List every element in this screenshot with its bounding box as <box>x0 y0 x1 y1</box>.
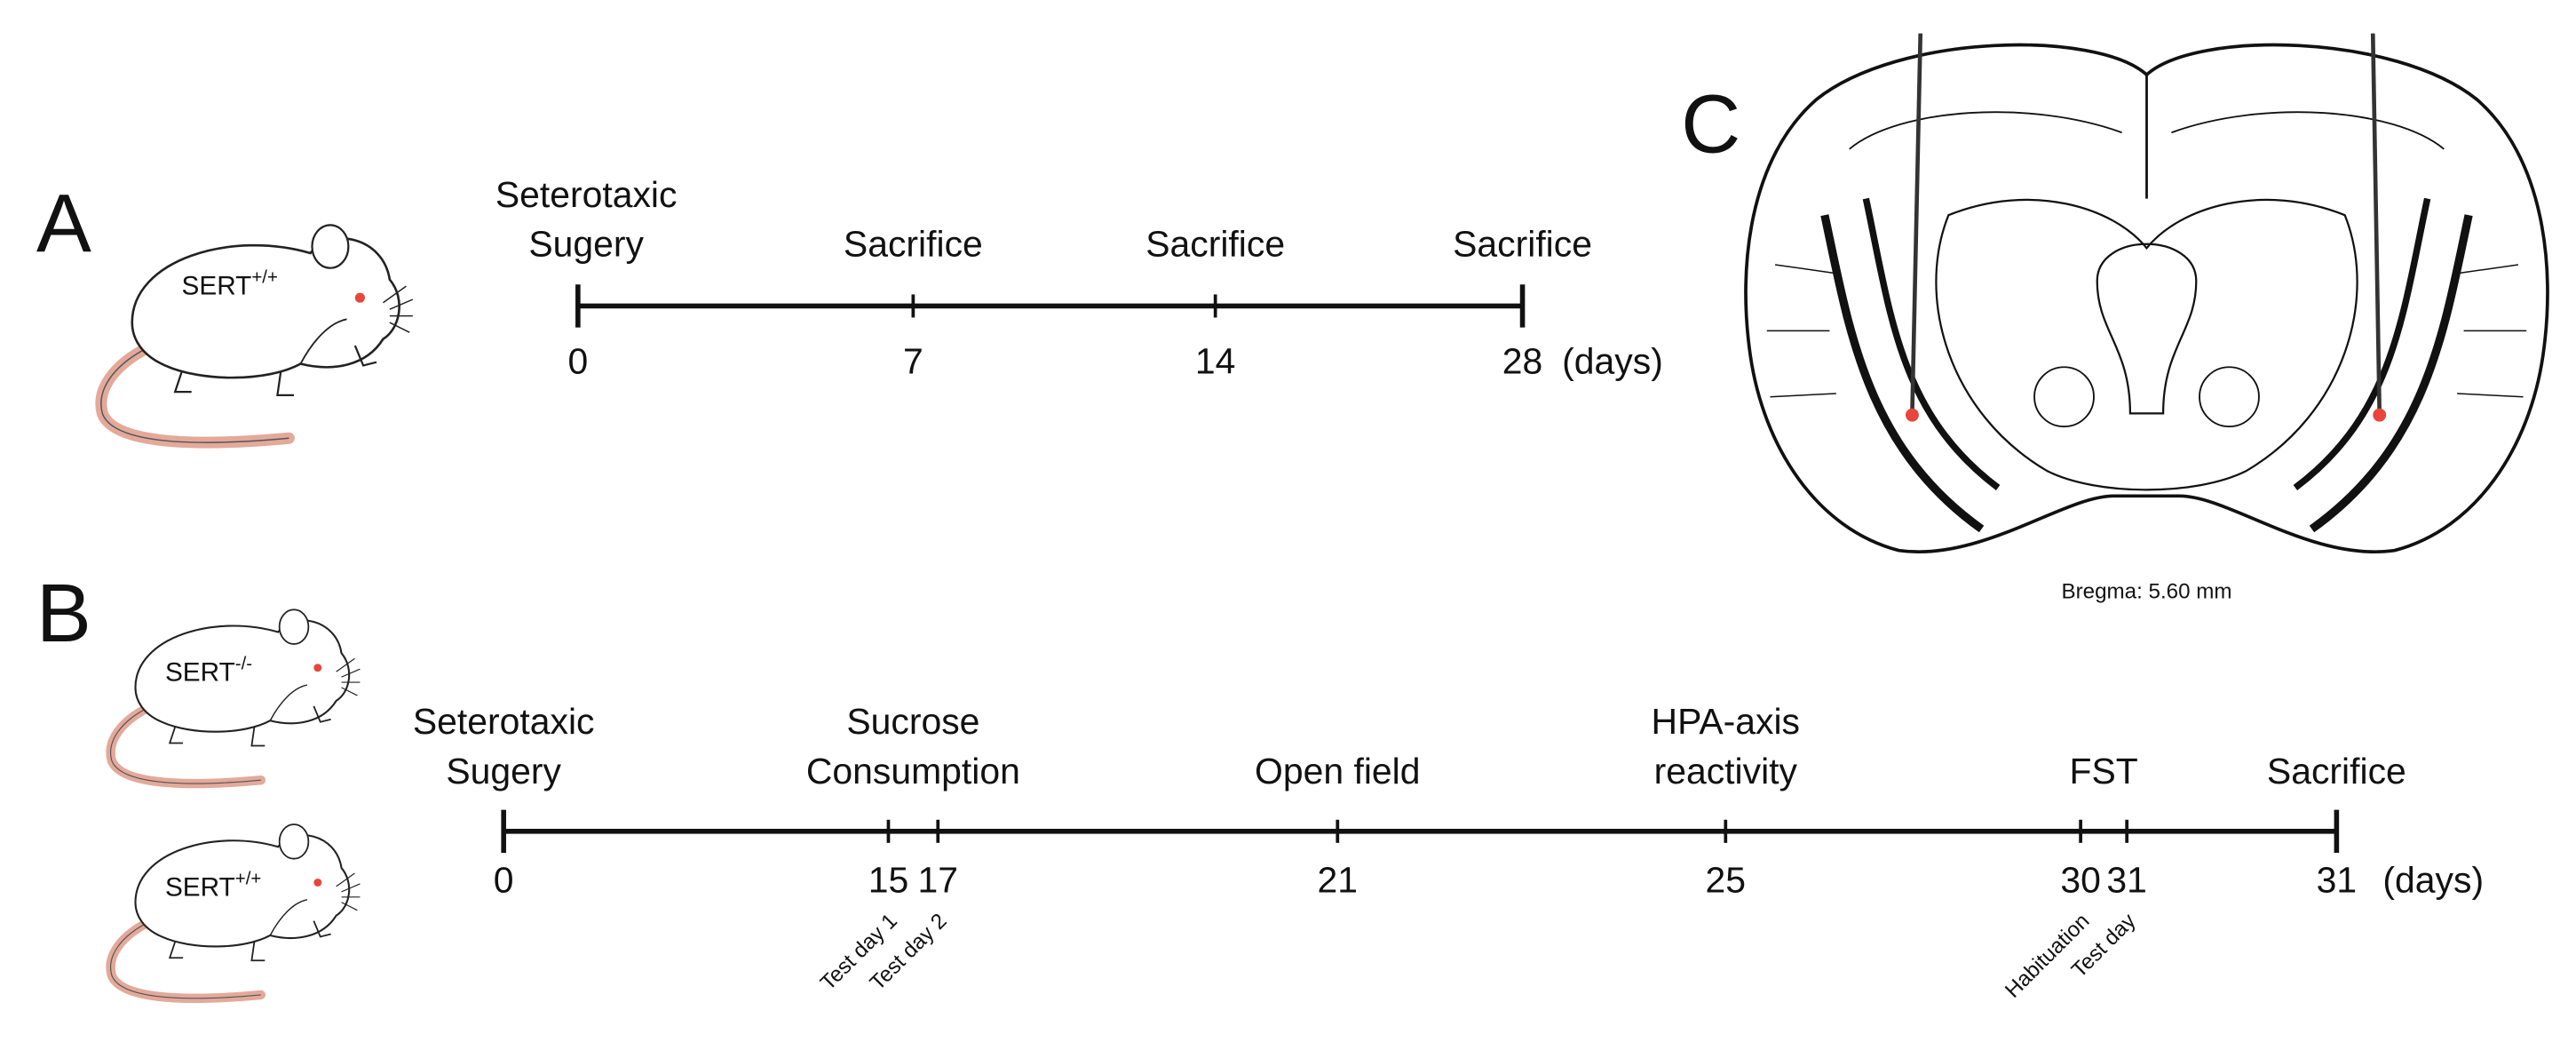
cortex-layer <box>1849 111 2445 150</box>
panel-label: B <box>36 567 91 659</box>
electrode <box>1910 33 1923 414</box>
day-number: 0 <box>494 860 514 901</box>
day-number: 0 <box>567 341 588 382</box>
brain-outline <box>1744 43 2549 553</box>
subject-name: SERT <box>165 872 235 902</box>
day-number: 31 <box>2317 860 2358 901</box>
genotype-label: SERT+/+ <box>165 868 261 902</box>
day-number: 7 <box>903 341 923 382</box>
subject-genotype: +/+ <box>251 266 278 287</box>
rat <box>111 824 361 998</box>
rat <box>101 225 413 442</box>
event-label: Sacrifice <box>844 224 983 265</box>
cortex-division <box>1766 264 2527 398</box>
event-label: Sugery <box>446 751 561 792</box>
injection-site <box>1905 408 1919 422</box>
subject-genotype: -/- <box>235 654 252 674</box>
rat <box>111 609 361 784</box>
panel-label: A <box>36 177 91 269</box>
day-number: 17 <box>918 860 959 901</box>
event-label: Sacrifice <box>1145 224 1285 265</box>
day-number: 31 <box>2106 860 2147 901</box>
event-label: Sugery <box>528 224 644 265</box>
event-label: Sucrose <box>846 701 979 742</box>
day-number: 21 <box>1318 860 1359 901</box>
day-number: 25 <box>1706 860 1747 901</box>
subject-name: SERT <box>182 271 252 300</box>
event-label: FST <box>2070 751 2138 792</box>
event-label: HPA-axis <box>1652 701 1800 742</box>
unit-label: (days) <box>1562 341 1663 382</box>
brain-section <box>1744 43 2549 553</box>
day-number: 14 <box>1195 341 1236 382</box>
genotype-label: SERT-/- <box>165 654 252 688</box>
white-matter <box>1820 214 2473 533</box>
day-number: 30 <box>2060 860 2101 901</box>
panel-label: C <box>1681 78 1740 171</box>
unit-label: (days) <box>2382 860 2484 901</box>
event-label: Sacrifice <box>2267 751 2406 792</box>
electrode <box>2370 33 2382 414</box>
event-label: Seterotaxic <box>495 174 678 215</box>
subject-name: SERT <box>165 658 235 688</box>
event-label: Consumption <box>806 751 1020 792</box>
nucleus <box>2199 366 2260 428</box>
subject-genotype: +/+ <box>235 868 262 888</box>
injection-site <box>2373 408 2387 422</box>
event-label: Open field <box>1255 751 1420 792</box>
day-number: 28 <box>1502 341 1543 382</box>
event-label: Sacrifice <box>1453 224 1592 265</box>
day-number: 15 <box>868 860 909 901</box>
genotype-label: SERT+/+ <box>182 266 278 300</box>
ventricle <box>2096 243 2198 415</box>
event-label: reactivity <box>1654 751 1798 792</box>
event-label: Seterotaxic <box>413 701 595 742</box>
nucleus <box>2033 366 2095 428</box>
white-matter <box>1862 197 2431 490</box>
thalamus <box>1935 198 2358 491</box>
caption: Bregma: 5.60 mm <box>2062 580 2232 604</box>
